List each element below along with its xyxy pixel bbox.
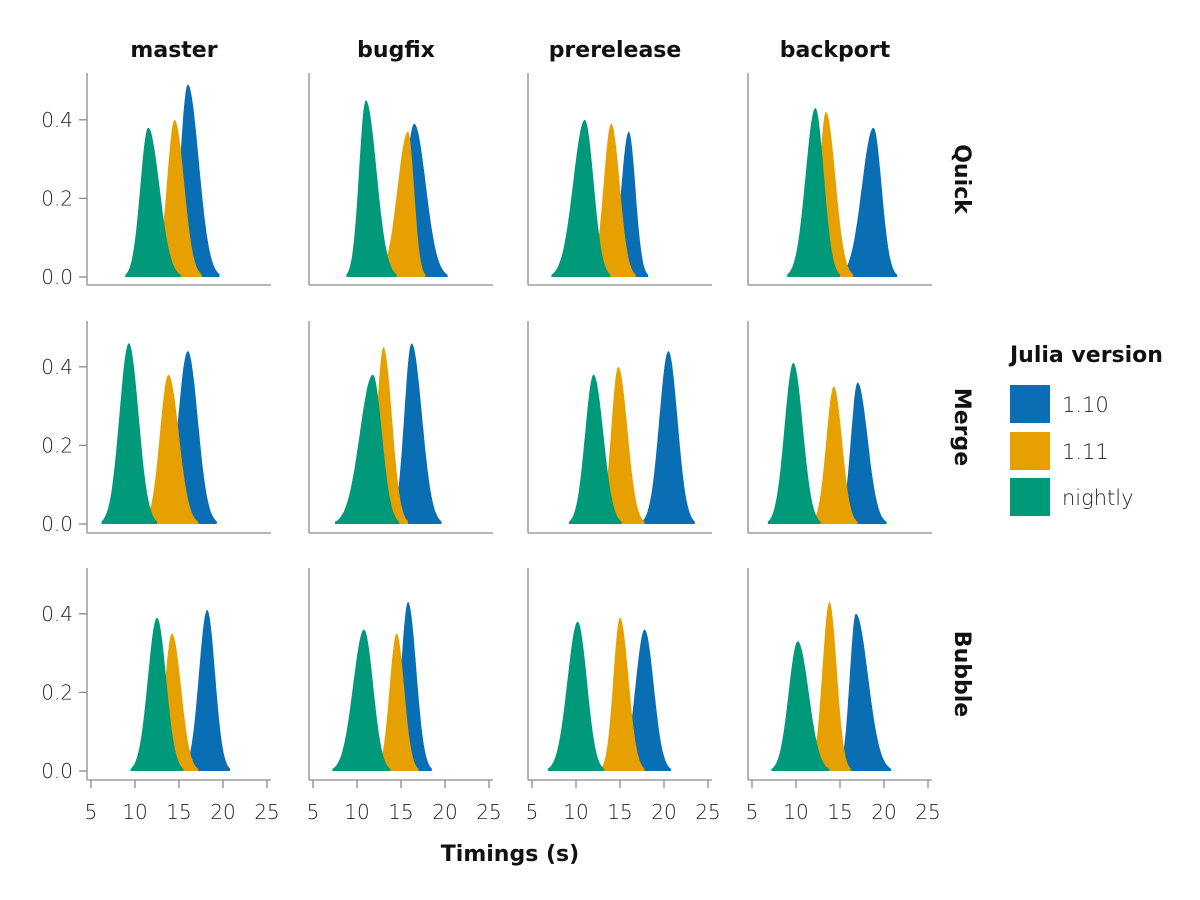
density-nightly-merge-prerelease bbox=[569, 374, 622, 524]
x-tick-label: 15 bbox=[166, 800, 191, 824]
legend-swatch-1-11 bbox=[1010, 432, 1050, 470]
panel-merge-prerelease bbox=[527, 321, 712, 534]
x-tick-label: 15 bbox=[607, 800, 632, 824]
y-tick-label: 0.0 bbox=[41, 512, 73, 536]
panel-merge-master bbox=[86, 321, 271, 534]
density-nightly-quick-backport bbox=[787, 108, 840, 277]
x-tick-label: 20 bbox=[651, 800, 676, 824]
y-tick-label: 0.2 bbox=[41, 186, 73, 210]
row-title-merge: Merge bbox=[949, 388, 974, 466]
density-1-11-bubble-bugfix bbox=[376, 633, 419, 771]
density-nightly-quick-bugfix bbox=[346, 100, 397, 277]
density-nightly-bubble-prerelease bbox=[547, 621, 605, 771]
x-tick-label: 20 bbox=[871, 800, 896, 824]
panel-quick-prerelease bbox=[527, 73, 712, 286]
y-tick-label: 0.4 bbox=[41, 108, 73, 132]
density-1-11-quick-bugfix bbox=[377, 131, 426, 277]
density-1-10-bubble-master bbox=[183, 609, 230, 771]
x-tick-label: 15 bbox=[388, 800, 413, 824]
density-nightly-bubble-backport bbox=[771, 641, 830, 771]
x-tick-label: 10 bbox=[122, 800, 147, 824]
panel-merge-bugfix bbox=[308, 321, 493, 534]
legend-label-nightly: nightly bbox=[1062, 486, 1134, 510]
column-title-bugfix: bugfix bbox=[357, 38, 435, 63]
x-tick-label: 25 bbox=[695, 800, 720, 824]
density-1-11-bubble-backport bbox=[809, 602, 851, 771]
density-nightly-merge-bugfix bbox=[335, 374, 400, 524]
panel-quick-bugfix bbox=[308, 73, 493, 286]
x-tick-label: 10 bbox=[344, 800, 369, 824]
panel-quick-backport bbox=[747, 73, 932, 286]
x-tick-label: 20 bbox=[432, 800, 457, 824]
density-1-11-merge-master bbox=[143, 374, 199, 524]
y-tick-label: 0.0 bbox=[41, 265, 73, 289]
x-tick-label: 5 bbox=[526, 800, 539, 824]
column-title-master: master bbox=[130, 38, 217, 63]
row-title-quick: Quick bbox=[949, 144, 974, 215]
x-tick-label: 20 bbox=[210, 800, 235, 824]
x-tick-label: 5 bbox=[746, 800, 759, 824]
y-tick-label: 0.0 bbox=[41, 759, 73, 783]
column-title-backport: backport bbox=[780, 38, 891, 63]
density-1-10-merge-backport bbox=[838, 382, 887, 524]
legend-swatch-nightly bbox=[1010, 478, 1050, 516]
x-tick-label: 10 bbox=[563, 800, 588, 824]
legend-label-1-10: 1.10 bbox=[1062, 393, 1109, 417]
density-nightly-merge-backport bbox=[767, 362, 821, 524]
panel-bubble-master: 5 10 15 20 25 bbox=[85, 568, 280, 824]
panel-bubble-prerelease: 5 10 15 20 25 bbox=[526, 568, 721, 824]
y-tick-label: 0.4 bbox=[41, 355, 73, 379]
density-1-10-quick-backport bbox=[840, 127, 898, 277]
x-tick-label: 15 bbox=[827, 800, 852, 824]
legend: Julia version 1.10 1.11 nightly bbox=[1008, 343, 1163, 516]
density-1-11-merge-backport bbox=[811, 386, 858, 524]
density-1-11-merge-prerelease bbox=[598, 366, 645, 524]
density-1-10-merge-prerelease bbox=[642, 351, 695, 524]
panel-bubble-bugfix: 5 10 15 20 25 bbox=[307, 568, 502, 824]
y-tick-label: 0.2 bbox=[41, 680, 73, 704]
x-tick-label: 25 bbox=[254, 800, 279, 824]
density-1-10-bubble-backport bbox=[838, 613, 891, 771]
x-tick-label: 25 bbox=[915, 800, 940, 824]
density-1-10-merge-bugfix bbox=[390, 343, 442, 524]
density-nightly-quick-prerelease bbox=[551, 119, 611, 278]
legend-swatch-1-10 bbox=[1010, 385, 1050, 423]
x-tick-label: 25 bbox=[476, 800, 501, 824]
x-tick-label: 10 bbox=[783, 800, 808, 824]
x-tick-label: 5 bbox=[85, 800, 98, 824]
y-tick-label: 0.2 bbox=[41, 433, 73, 457]
density-nightly-bubble-master bbox=[130, 617, 184, 771]
legend-title: Julia version bbox=[1008, 343, 1163, 368]
panel-bubble-backport: 5 10 15 20 25 bbox=[746, 568, 941, 824]
x-tick-label: 5 bbox=[307, 800, 320, 824]
column-title-prerelease: prerelease bbox=[549, 38, 682, 63]
y-tick-label: 0.4 bbox=[41, 602, 73, 626]
panel-merge-backport bbox=[747, 321, 932, 534]
density-nightly-merge-master bbox=[101, 343, 157, 524]
legend-label-1-11: 1.11 bbox=[1062, 440, 1109, 464]
density-nightly-bubble-bugfix bbox=[332, 629, 391, 771]
density-1-11-bubble-prerelease bbox=[600, 617, 645, 771]
density-nightly-quick-master bbox=[125, 127, 181, 277]
panel-quick-master bbox=[86, 73, 271, 286]
row-title-bubble: Bubble bbox=[949, 631, 974, 717]
density-1-11-quick-prerelease bbox=[589, 123, 636, 277]
x-axis-title: Timings (s) bbox=[441, 842, 579, 867]
